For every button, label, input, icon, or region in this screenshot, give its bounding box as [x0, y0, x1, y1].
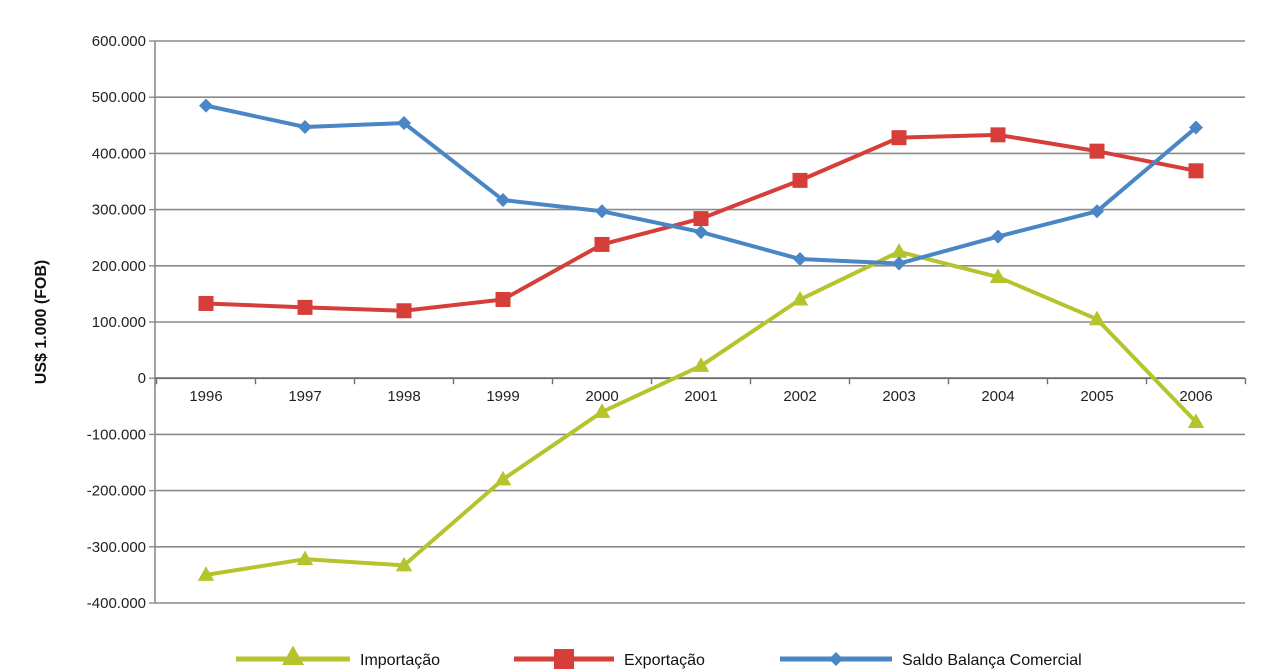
y-tick-label: 300.000: [92, 202, 146, 219]
legend-label: Importação: [360, 652, 440, 669]
data-point: [297, 299, 313, 315]
data-point: [792, 172, 808, 188]
y-tick-label: 200.000: [92, 258, 146, 275]
data-point: [298, 119, 312, 134]
y-tick-label: -200.000: [87, 483, 146, 500]
data-point: [990, 127, 1006, 143]
x-tick-label: 2004: [981, 388, 1014, 405]
data-point: [496, 193, 510, 208]
data-point: [891, 130, 907, 146]
x-tick-label: 2001: [684, 388, 717, 405]
data-point: [791, 290, 809, 306]
data-point: [694, 225, 708, 240]
x-tick-label: 2000: [585, 388, 618, 405]
legend-label: Saldo Balança Comercial: [902, 652, 1082, 669]
data-point: [1189, 120, 1203, 135]
data-point: [989, 268, 1007, 284]
y-tick-label: 500.000: [92, 89, 146, 106]
series-lines: [197, 98, 1205, 581]
data-point: [198, 295, 214, 311]
x-tick-label: 1997: [288, 388, 321, 405]
data-point: [397, 116, 411, 131]
x-tick-label: 2002: [783, 388, 816, 405]
data-point: [693, 211, 709, 227]
data-point: [1089, 143, 1105, 159]
data-point: [595, 204, 609, 219]
y-tick-label: 400.000: [92, 145, 146, 162]
series-diamond: [199, 98, 1203, 271]
legend-item: Importação: [236, 645, 440, 669]
data-point: [1187, 413, 1205, 429]
data-point: [197, 566, 215, 581]
data-point: [892, 256, 906, 271]
data-point: [296, 550, 314, 566]
data-point: [1188, 163, 1204, 179]
data-point: [1088, 310, 1106, 326]
y-axis-title: US$ 1.000 (FOB): [33, 260, 50, 384]
axes: [149, 40, 1247, 604]
y-tick-label: -300.000: [87, 539, 146, 556]
data-point: [593, 403, 611, 418]
data-point: [199, 98, 213, 113]
data-point: [494, 470, 512, 486]
legend-marker: [554, 649, 574, 669]
data-point: [1090, 204, 1104, 219]
y-tick-label: 600.000: [92, 33, 146, 50]
series-line: [204, 249, 1198, 577]
data-point: [793, 252, 807, 267]
legend-label: Exportação: [624, 652, 705, 669]
series-line: [204, 103, 1198, 266]
legend-marker: [282, 645, 304, 665]
x-tick-label: 1998: [387, 388, 420, 405]
x-tick-label: 2005: [1080, 388, 1113, 405]
x-tick-label: 1999: [486, 388, 519, 405]
series-triangle: [197, 243, 1205, 581]
x-tick-labels: 1996 1997 1998 1999 2000 2001 2002 2003 2004 2005…: [189, 388, 1212, 405]
data-point: [495, 292, 511, 308]
data-point: [395, 556, 413, 572]
y-tick-label: -100.000: [87, 426, 146, 443]
x-tick-label: 1996: [189, 388, 222, 405]
legend-item: Exportação: [514, 649, 705, 669]
y-tick-label: -400.000: [87, 595, 146, 612]
legend: Importação Exportação Saldo Balança Comerc…: [236, 645, 1082, 669]
data-point: [692, 357, 710, 372]
data-point: [396, 303, 412, 319]
data-point: [991, 229, 1005, 244]
y-tick-label: 100.000: [92, 314, 146, 331]
y-tick-label: 0: [138, 370, 146, 387]
data-point: [594, 236, 610, 252]
x-tick-label: 2006: [1179, 388, 1212, 405]
x-tick-label: 2003: [882, 388, 915, 405]
y-tick-labels: 600.000 500.000 400.000 300.000 200.000 100.0…: [87, 33, 146, 612]
legend-item: Saldo Balança Comercial: [780, 652, 1082, 669]
data-point: [890, 243, 908, 258]
legend-marker: [829, 652, 843, 666]
series-square: [198, 127, 1204, 319]
